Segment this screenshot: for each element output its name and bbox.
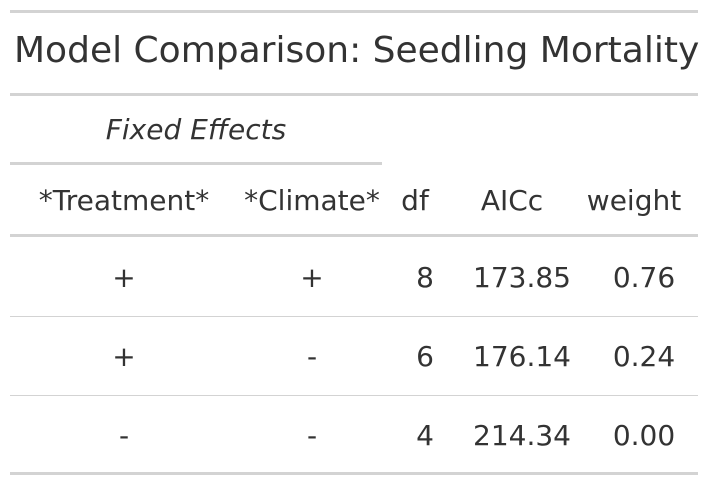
column-header-df: df	[401, 184, 429, 217]
table-row: + + 8 173.85 0.76	[10, 238, 698, 317]
column-header-weight: weight	[586, 184, 682, 217]
title-bottom-border	[10, 93, 698, 96]
cell-df: 8	[416, 261, 434, 294]
column-header-climate: *Climate*	[244, 184, 380, 217]
spanner-underline	[10, 162, 382, 165]
table-bottom-border	[10, 472, 698, 475]
cell-aicc: 173.85	[473, 261, 571, 294]
cell-aicc: 176.14	[473, 340, 571, 373]
cell-aicc: 214.34	[473, 419, 571, 452]
cell-climate: -	[306, 419, 318, 452]
table-row: - - 4 214.34 0.00	[10, 396, 698, 475]
table-title: Model Comparison: Seedling Mortality	[14, 30, 700, 71]
cell-climate: +	[300, 261, 324, 294]
column-header-aicc: AICc	[480, 184, 544, 217]
table-row: + - 6 176.14 0.24	[10, 317, 698, 396]
cell-climate: -	[306, 340, 318, 373]
cell-weight: 0.00	[612, 419, 676, 452]
row-divider	[10, 316, 698, 317]
cell-df: 6	[416, 340, 434, 373]
cell-treatment: +	[112, 340, 136, 373]
cell-df: 4	[416, 419, 434, 452]
cell-treatment: -	[118, 419, 130, 452]
table-top-border	[10, 10, 698, 13]
header-bottom-border	[10, 234, 698, 237]
cell-treatment: +	[112, 261, 136, 294]
column-header-treatment: *Treatment*	[38, 184, 210, 217]
cell-weight: 0.24	[612, 340, 676, 373]
column-spanner-fixed-effects: Fixed Effects	[105, 113, 287, 146]
cell-weight: 0.76	[612, 261, 676, 294]
row-divider	[10, 395, 698, 396]
